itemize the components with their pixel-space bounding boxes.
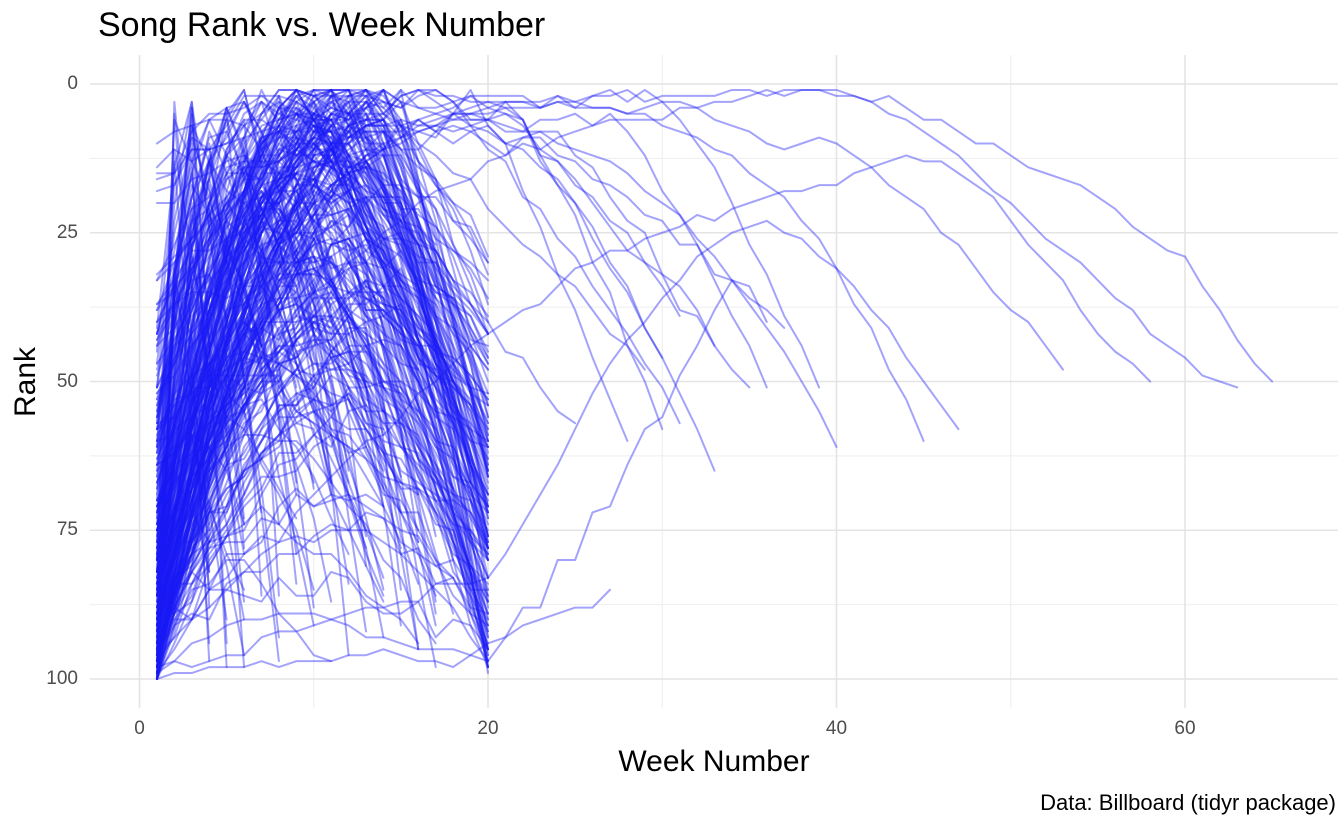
x-tick-label: 60 [1174, 718, 1196, 739]
x-axis-title: Week Number [618, 745, 810, 778]
chart-caption: Data: Billboard (tidyr package) [1040, 790, 1336, 815]
y-tick-label: 25 [56, 221, 78, 243]
x-tick-label: 20 [477, 718, 499, 739]
y-tick-label: 75 [56, 519, 78, 541]
y-tick-label: 50 [56, 370, 78, 392]
y-tick-label: 100 [46, 668, 78, 689]
y-axis-title: Rank [9, 346, 42, 417]
y-tick-label: 0 [67, 73, 78, 94]
x-tick-label: 0 [134, 718, 145, 739]
x-tick-label: 40 [825, 718, 848, 739]
chart-title: Song Rank vs. Week Number [98, 6, 546, 44]
